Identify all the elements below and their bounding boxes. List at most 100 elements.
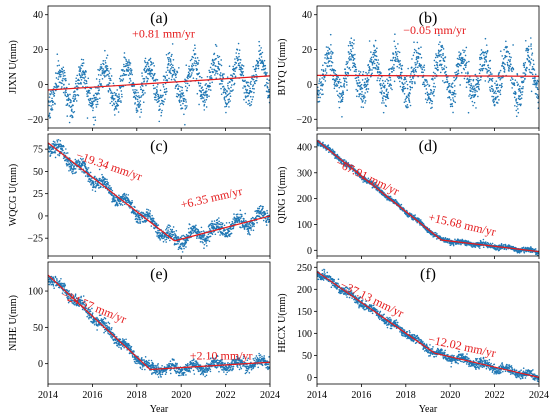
data-point — [165, 229, 167, 231]
data-point — [219, 72, 222, 74]
data-point — [61, 68, 64, 71]
data-point — [252, 65, 255, 68]
data-point — [422, 75, 425, 78]
data-point — [201, 93, 203, 96]
data-point — [166, 74, 168, 77]
data-point — [371, 72, 373, 75]
data-point — [49, 93, 52, 96]
data-point — [181, 89, 183, 92]
data-point — [536, 87, 539, 89]
data-point — [381, 84, 384, 86]
data-point — [239, 73, 242, 76]
data-point — [245, 88, 247, 91]
data-point — [479, 53, 482, 56]
data-point — [268, 96, 270, 99]
data-point — [414, 214, 416, 216]
data-point — [178, 67, 180, 69]
data-point — [95, 106, 98, 108]
data-point — [365, 71, 367, 74]
data-point — [221, 82, 223, 85]
data-point — [232, 69, 235, 72]
data-point — [249, 95, 252, 98]
data-point — [375, 67, 377, 70]
data-point — [181, 96, 183, 98]
data-point — [184, 85, 187, 88]
data-point — [512, 68, 515, 71]
data-point — [423, 66, 425, 69]
data-point — [72, 168, 75, 171]
data-point — [81, 72, 83, 74]
data-point — [407, 67, 409, 70]
data-point — [470, 85, 473, 87]
data-point — [114, 100, 117, 103]
data-point — [523, 72, 526, 74]
data-point — [253, 80, 256, 83]
data-point — [260, 213, 263, 215]
data-point — [428, 101, 431, 104]
data-point — [256, 77, 258, 79]
data-point — [144, 92, 146, 94]
data-point — [92, 103, 94, 105]
data-point — [501, 55, 504, 57]
data-point — [48, 112, 51, 115]
data-point — [496, 102, 499, 104]
data-point — [455, 71, 458, 73]
data-point — [527, 45, 530, 48]
data-point — [344, 80, 346, 83]
data-point — [123, 192, 126, 195]
data-point — [50, 92, 53, 94]
data-point — [492, 101, 495, 104]
data-point — [416, 60, 419, 63]
data-point — [469, 86, 472, 89]
data-point — [396, 58, 399, 60]
data-point — [217, 60, 220, 63]
data-point — [524, 77, 526, 80]
data-point — [137, 222, 140, 224]
data-point — [206, 93, 209, 96]
data-point — [504, 55, 507, 58]
y-tick-label: 25 — [33, 189, 43, 200]
data-point — [162, 83, 164, 86]
data-point — [455, 76, 458, 79]
data-point — [66, 160, 68, 162]
data-point — [146, 61, 149, 64]
data-point — [111, 100, 113, 103]
data-point — [263, 59, 266, 62]
data-point — [199, 75, 201, 78]
data-point — [178, 240, 180, 243]
data-point — [249, 224, 252, 227]
data-point — [133, 95, 136, 98]
data-point — [349, 48, 352, 51]
data-point — [88, 89, 91, 92]
data-point — [53, 92, 56, 95]
data-point — [224, 99, 226, 102]
data-point — [325, 62, 327, 65]
data-point — [182, 92, 184, 94]
data-point — [101, 179, 103, 181]
data-point — [492, 95, 495, 98]
data-point — [96, 100, 99, 103]
data-point — [188, 72, 191, 75]
data-point — [93, 186, 96, 188]
data-point — [499, 69, 502, 72]
data-point — [515, 92, 517, 95]
data-point — [468, 78, 471, 81]
data-point — [405, 80, 408, 83]
data-point — [418, 64, 421, 66]
data-point — [227, 101, 230, 103]
data-point — [229, 92, 231, 95]
data-point — [346, 62, 349, 65]
data-point — [434, 86, 436, 88]
data-point — [203, 234, 206, 236]
data-point — [403, 85, 405, 88]
data-point — [235, 66, 238, 69]
data-point — [328, 53, 330, 55]
data-point — [534, 73, 537, 76]
data-point — [239, 61, 241, 64]
data-point — [147, 217, 149, 220]
data-point — [443, 81, 446, 84]
data-point — [255, 79, 258, 82]
data-point — [234, 70, 236, 73]
data-point — [157, 94, 160, 96]
